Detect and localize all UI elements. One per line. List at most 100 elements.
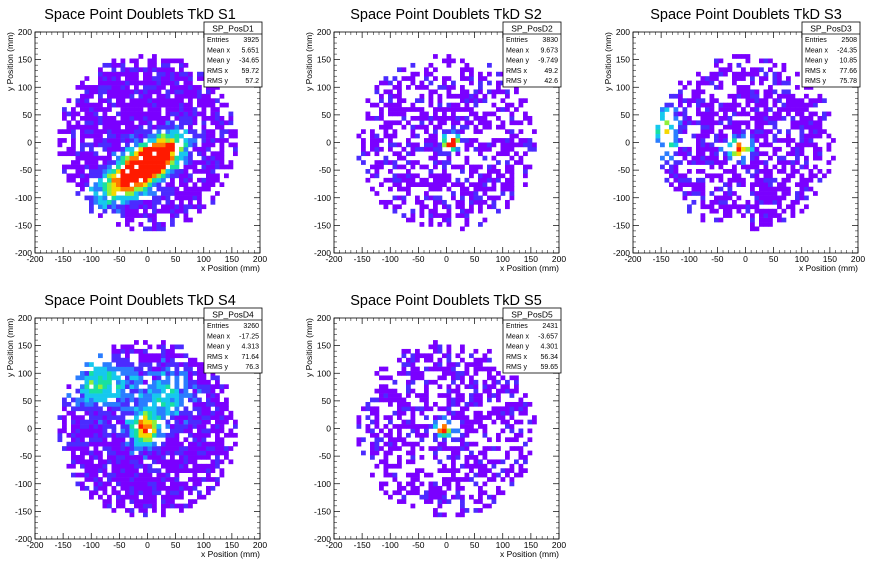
heatmap-bin [147,468,153,473]
heatmap-bin [446,173,452,179]
heatmap-bin [464,115,470,121]
heatmap-bin [768,173,773,179]
heatmap-bin [500,490,506,496]
heatmap-bin [111,477,117,482]
heatmap-bin [401,164,407,170]
heatmap-bin [143,419,148,425]
heatmap-bin [518,120,524,126]
heatmap-bin [161,71,166,77]
heatmap-bin [84,142,90,148]
heatmap-bin [138,142,144,148]
heatmap-bin [700,120,706,126]
heatmap-bin [455,512,461,518]
heatmap-bin [464,415,470,420]
heatmap-bin [388,401,393,407]
heatmap-bin [161,384,166,390]
heatmap-bin [107,142,112,148]
heatmap-bin [71,428,76,434]
y-tick-label: 200 [317,27,331,37]
heatmap-bin [228,115,234,121]
heatmap-bin [714,217,719,223]
heatmap-bin [156,124,162,130]
heatmap-bin [473,146,479,152]
heatmap-bin [487,164,492,170]
heatmap-bin [188,375,193,381]
heatmap-bin [152,222,157,227]
heatmap-bin [374,441,380,447]
heatmap-bin [71,441,76,447]
y-tick-label: 50 [322,110,332,120]
heatmap-bin [732,76,737,81]
heatmap-bin [197,199,202,205]
heatmap-bin [455,107,461,112]
heatmap-bin [732,111,737,117]
heatmap-bin [152,142,157,148]
heatmap-bin [514,432,519,438]
heatmap-bin [754,199,760,205]
heatmap-bin [696,98,701,104]
heatmap-bin [736,62,742,68]
heatmap-bin [125,353,130,359]
heatmap-bin [772,195,778,201]
heatmap-bin [174,155,180,161]
heatmap-bin [120,177,126,183]
heatmap-bin [505,164,510,170]
heatmap-bin [687,80,692,86]
heatmap-bin [437,213,443,218]
heatmap-bin [505,93,510,99]
heatmap-bin [183,353,189,359]
heatmap-bin [165,89,171,95]
heatmap-bin [197,463,202,469]
heatmap-bin [215,384,220,390]
heatmap-bin [433,446,438,451]
heatmap-bin [727,62,733,68]
heatmap-bin [170,217,175,223]
stats-key: RMS x [805,68,827,75]
heatmap-bin [723,195,728,201]
heatmap-bin [125,397,130,403]
heatmap-bin [379,366,384,372]
heatmap-bin [464,428,470,434]
heatmap-bin [116,397,121,403]
heatmap-bin [455,450,461,456]
stats-key: Entries [506,37,528,44]
heatmap-bin [201,155,207,161]
heatmap-bin [98,428,103,434]
heatmap-bin [197,93,202,99]
heatmap-bin [201,93,207,99]
heatmap-bin [98,393,103,398]
heatmap-bin [134,169,139,174]
heatmap-bin [125,89,130,95]
heatmap-bin [388,98,393,104]
heatmap-bin [700,160,706,165]
heatmap-bin [709,111,715,117]
heatmap-bin [129,450,135,456]
heatmap-bin [138,357,144,363]
heatmap-bin [437,195,443,201]
heatmap-bin [732,98,737,104]
heatmap-bin [192,85,198,90]
y-tick-label: 100 [616,82,630,92]
heatmap-bin [370,397,375,403]
heatmap-bin [478,362,483,367]
heatmap-bin [138,213,144,218]
heatmap-bin [143,441,148,447]
heatmap-bin [691,133,697,139]
heatmap-bin [795,102,800,108]
heatmap-bin [143,432,148,438]
heatmap-bin [799,177,805,183]
heatmap-bin [215,428,220,434]
heatmap-bin [379,397,384,403]
heatmap-bin [496,169,501,174]
heatmap-bin [795,120,800,126]
heatmap-bin [156,142,162,148]
heatmap-bin [147,164,153,170]
heatmap-bin [392,173,398,179]
heatmap-bin [197,406,202,412]
heatmap-bin [138,348,144,354]
heatmap-bin [460,424,465,429]
heatmap-bin [410,151,416,157]
heatmap-bin [763,199,769,205]
